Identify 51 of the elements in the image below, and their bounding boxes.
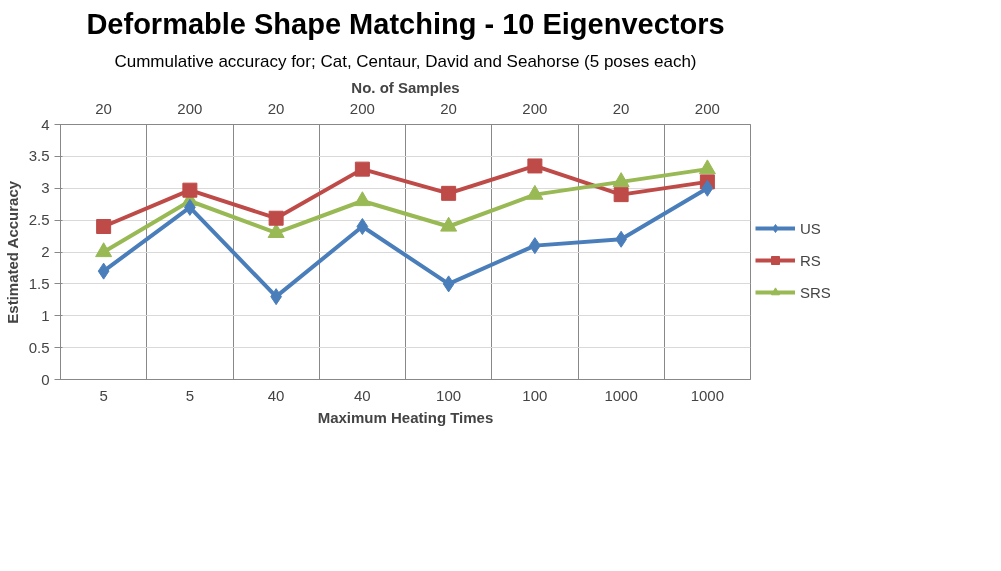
point	[441, 185, 457, 201]
y-tick-label: 2	[41, 243, 50, 260]
point	[267, 223, 285, 238]
point	[698, 159, 716, 175]
y-tick-label: 1	[41, 306, 50, 324]
text: 20	[440, 99, 457, 117]
point	[354, 161, 370, 177]
point	[268, 210, 284, 226]
point	[701, 179, 714, 197]
y-tick-label: 3.5	[28, 147, 50, 165]
x-tick-label: 5	[99, 386, 108, 404]
chart-title: Deformable Shape Matching - 10 Eigenvectors	[86, 7, 725, 40]
x-tick-label: 40	[267, 386, 285, 404]
text: 20	[95, 99, 112, 117]
x2-axis-title: No. of Samples	[351, 78, 460, 96]
point	[97, 262, 110, 280]
text: 200	[694, 99, 720, 117]
text: 200	[349, 99, 375, 117]
y-axis-title: Estimated Accuracy	[3, 180, 21, 324]
text: 200	[177, 99, 203, 117]
point	[96, 219, 112, 234]
text: 20	[267, 99, 285, 117]
x-tick-label: 40	[354, 386, 371, 404]
legend-label: SRS	[800, 283, 831, 301]
point	[353, 191, 371, 207]
point	[440, 216, 458, 232]
x-tick-label: 1000	[690, 386, 725, 404]
point	[612, 172, 630, 187]
point	[95, 242, 113, 258]
y-tick-label: 4	[41, 115, 50, 133]
x-tick-label: 100	[522, 386, 548, 404]
legend-label: US	[800, 219, 821, 237]
y-tick-label: 3	[41, 179, 50, 197]
legend-label: RS	[800, 251, 821, 269]
y-tick-label: 0	[41, 370, 50, 388]
y-tick-label: 1.5	[28, 274, 50, 292]
text: 20	[612, 99, 630, 117]
point	[526, 184, 544, 200]
point	[442, 275, 455, 293]
text: 200	[522, 99, 548, 117]
x-tick-label: 5	[185, 386, 195, 404]
point	[527, 158, 543, 174]
y-tick-label: 0.5	[28, 338, 50, 356]
x-axis-title: Maximum Heating Times	[317, 408, 494, 426]
point	[613, 187, 629, 203]
y-tick-label: 2.5	[28, 211, 50, 229]
point	[182, 182, 198, 198]
chart-subtitle: Cummulative accuracy for; Cat, Centaur, David and Seahorse (5 poses each)	[114, 51, 697, 71]
point	[356, 218, 369, 235]
x-tick-label: 100	[436, 386, 462, 404]
x-tick-label: 1000	[604, 386, 638, 404]
